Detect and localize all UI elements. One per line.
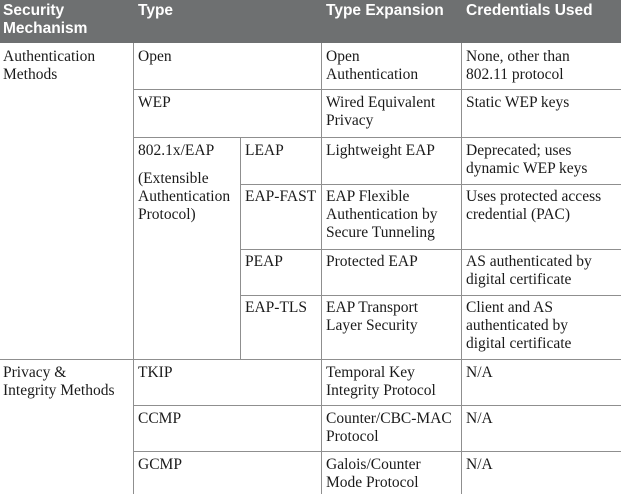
expansion-cell: Counter/CBC-MAC Protocol — [326, 410, 452, 445]
type-cell: GCMP — [138, 456, 182, 473]
expansion-cell: Open Authentication — [326, 48, 419, 83]
header-type: Type — [138, 2, 174, 19]
expansion-cell: EAP Flexible Authentication by Secure Tu… — [326, 188, 438, 241]
expansion-cell: EAP Transport Layer Security — [326, 299, 419, 334]
divider — [133, 89, 621, 90]
credentials-cell: Deprecated; uses dynamic WEP keys — [466, 142, 588, 177]
expansion-cell: Protected EAP — [326, 253, 418, 270]
divider — [0, 359, 621, 360]
divider — [240, 184, 621, 185]
divider — [240, 295, 621, 296]
divider — [133, 405, 621, 406]
type-detail-cell: (Extensible Authentication Protocol) — [138, 170, 231, 223]
divider — [133, 43, 134, 494]
header-type-expansion: Type Expansion — [326, 2, 444, 19]
type-cell: Open — [138, 48, 172, 65]
type-cell: TKIP — [138, 364, 173, 381]
credentials-cell: Client and AS authenticated by digital c… — [466, 299, 572, 352]
credentials-cell: Uses protected access credential (PAC) — [466, 188, 602, 223]
expansion-cell: Lightweight EAP — [326, 142, 435, 159]
type-cell: CCMP — [138, 410, 182, 427]
credentials-cell: N/A — [466, 364, 493, 381]
group-privacy-integrity-methods: Privacy & Integrity Methods — [3, 364, 115, 399]
divider — [240, 137, 241, 359]
header-credentials-used: Credentials Used — [466, 2, 593, 19]
divider — [133, 451, 621, 452]
subtype-cell: EAP-FAST — [245, 188, 317, 205]
subtype-cell: PEAP — [245, 253, 283, 270]
divider — [133, 137, 621, 138]
header-security-mechanism: Security Mechanism — [3, 2, 88, 37]
credentials-cell: Static WEP keys — [466, 94, 570, 111]
expansion-cell: Wired Equivalent Privacy — [326, 94, 436, 129]
expansion-cell: Temporal Key Integrity Protocol — [326, 364, 436, 399]
divider — [461, 43, 462, 494]
group-authentication-methods: Authentication Methods — [3, 48, 96, 83]
expansion-cell: Galois/Counter Mode Protocol — [326, 456, 421, 491]
credentials-cell: N/A — [466, 456, 493, 473]
table-header: Security Mechanism Type Type Expansion C… — [0, 0, 621, 43]
type-cell: WEP — [138, 94, 171, 111]
divider — [240, 249, 621, 250]
subtype-cell: EAP-TLS — [245, 299, 307, 316]
type-cell: 802.1x/EAP — [138, 142, 215, 159]
credentials-cell: AS authenticated by digital certificate — [466, 253, 592, 288]
credentials-cell: N/A — [466, 410, 493, 427]
subtype-cell: LEAP — [245, 142, 284, 159]
divider — [321, 43, 322, 494]
credentials-cell: None, other than 802.11 protocol — [466, 48, 570, 83]
